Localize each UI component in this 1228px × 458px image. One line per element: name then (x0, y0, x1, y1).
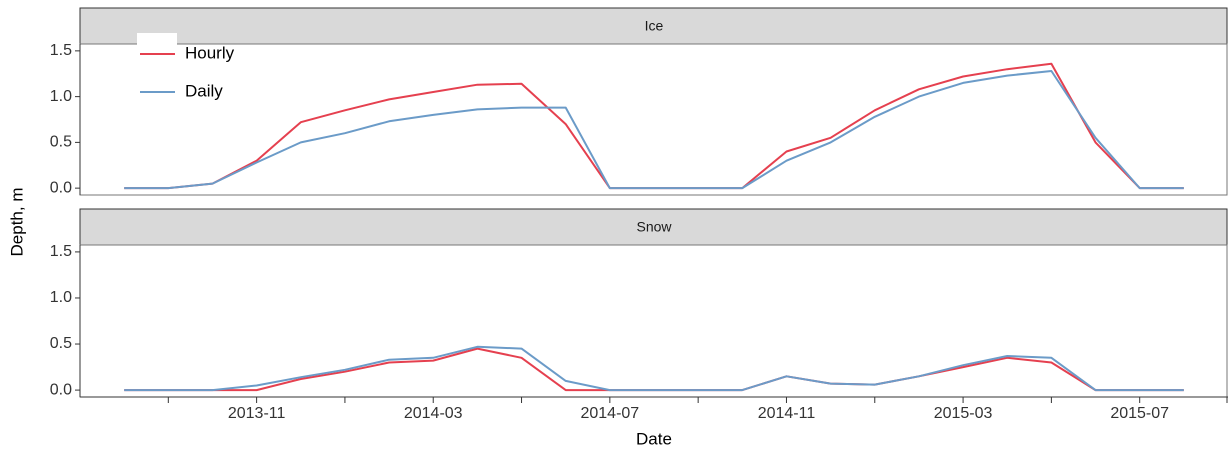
x-tick-label: 2014-11 (758, 405, 816, 422)
x-axis-title: Date (636, 429, 672, 448)
legend-label: Daily (185, 81, 223, 100)
y-tick-label: 1.5 (50, 243, 72, 260)
x-tick-label: 2014-03 (404, 405, 463, 422)
y-tick-label: 0.5 (50, 134, 72, 151)
x-tick-label: 2013-11 (228, 405, 286, 422)
y-tick-label: 0.5 (50, 335, 72, 352)
y-axis-title: Depth, m (7, 188, 26, 257)
y-tick-label: 0.0 (50, 179, 72, 196)
y-tick-label: 1.0 (50, 88, 72, 105)
strip (79, 7, 1228, 45)
panel-frame (79, 43, 1228, 196)
y-tick-label: 1.5 (50, 42, 72, 59)
y-tick-label: 1.0 (50, 289, 72, 306)
data-line (124, 345, 1184, 392)
x-tick-label: 2015-07 (1110, 405, 1169, 422)
x-tick-label: 2015-03 (934, 405, 993, 422)
data-line (124, 70, 1184, 190)
legend-label: Hourly (185, 43, 235, 62)
data-line (124, 62, 1184, 190)
strip-title: Ice (645, 18, 664, 34)
panel-frame (79, 244, 1228, 398)
x-tick-label: 2014-07 (580, 405, 639, 422)
strip (79, 208, 1228, 246)
data-line (124, 347, 1184, 392)
strip-title: Snow (636, 219, 672, 235)
y-tick-label: 0.0 (50, 381, 72, 398)
